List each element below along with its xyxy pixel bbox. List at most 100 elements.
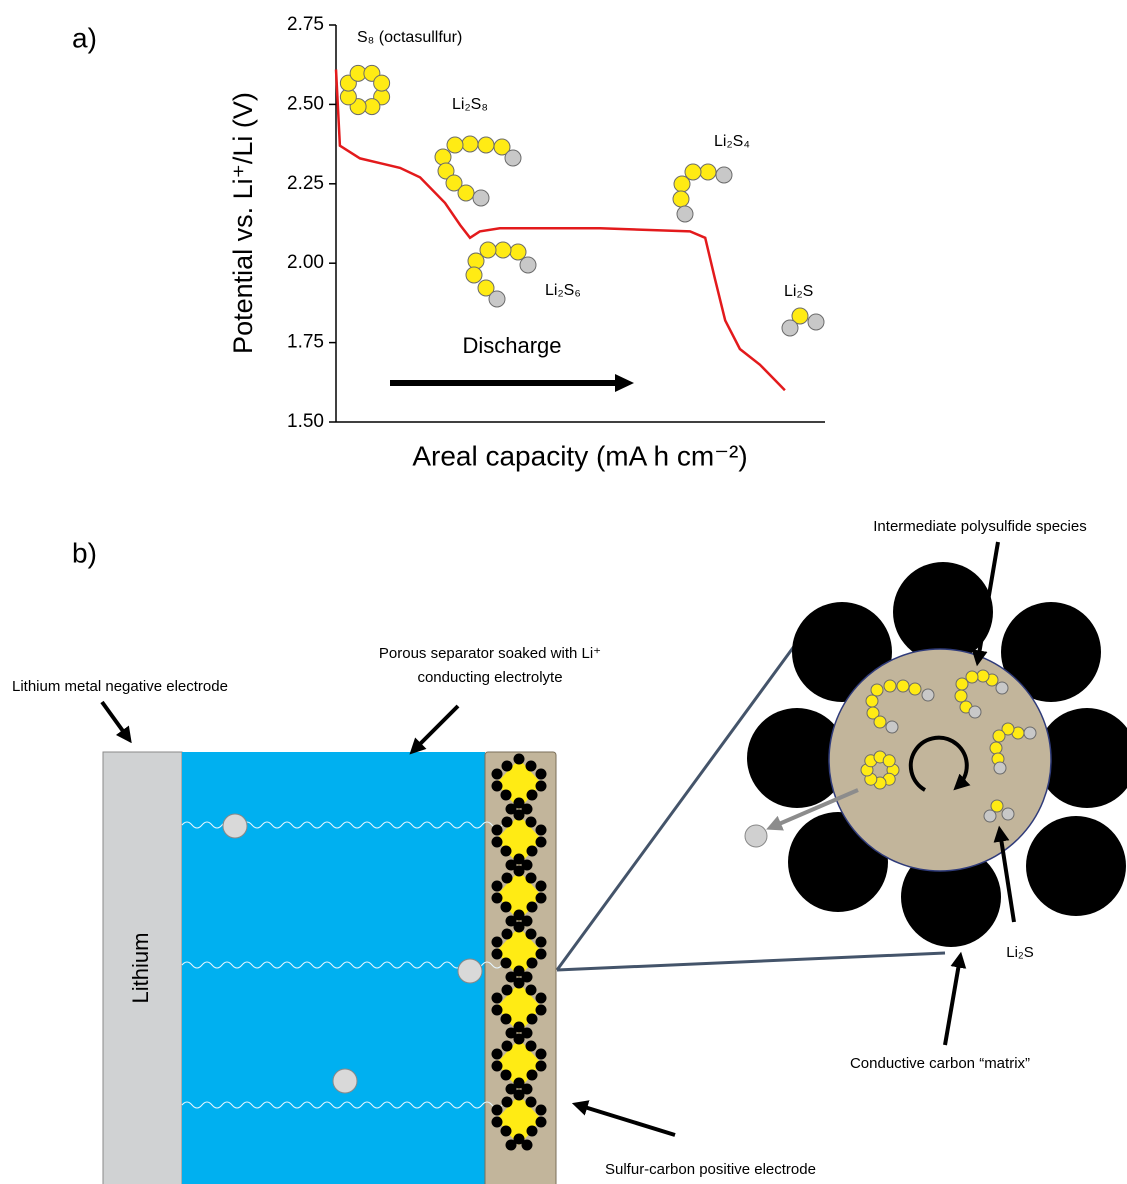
y-tick-label: 2.25 bbox=[287, 173, 324, 194]
carbon-particle bbox=[522, 1140, 533, 1151]
diagram: Lithium Lithium metal negative electrode… bbox=[12, 518, 1127, 1184]
carbon-particle bbox=[527, 846, 538, 857]
sulfur-atom bbox=[874, 716, 886, 728]
carbon-particle bbox=[536, 881, 547, 892]
carbon-particle bbox=[501, 1014, 512, 1025]
carbon-particle bbox=[502, 1041, 513, 1052]
lithium-atom bbox=[1002, 808, 1014, 820]
sulfur-atom bbox=[977, 670, 989, 682]
lithium-atom bbox=[489, 291, 505, 307]
carbon-particle bbox=[501, 790, 512, 801]
carbon-particle bbox=[514, 754, 525, 765]
label: Sulfur-carbon positive electrode bbox=[605, 1161, 816, 1178]
carbon-sphere bbox=[1026, 816, 1126, 916]
label: Li₂S bbox=[1006, 944, 1034, 961]
carbon-particle bbox=[502, 817, 513, 828]
carbon-particle bbox=[492, 893, 503, 904]
sulfur-atom bbox=[884, 680, 896, 692]
carbon-particle bbox=[514, 1090, 525, 1101]
arrow bbox=[414, 706, 458, 750]
y-tick-label: 1.50 bbox=[287, 411, 324, 432]
carbon-particle bbox=[536, 1049, 547, 1060]
lithium-atom bbox=[716, 167, 732, 183]
carbon-particle bbox=[501, 846, 512, 857]
li-ion bbox=[333, 1069, 357, 1093]
molecule-label: Li₂S₈ bbox=[452, 96, 488, 113]
carbon-particle bbox=[502, 929, 513, 940]
figure: a) b) 1.501.752.002.252.502.75Potential … bbox=[0, 0, 1127, 1184]
sulfur-atom bbox=[990, 742, 1002, 754]
carbon-particle bbox=[492, 1049, 503, 1060]
carbon-particle bbox=[536, 1005, 547, 1016]
sulfur-atom bbox=[466, 267, 482, 283]
carbon-particle bbox=[536, 1105, 547, 1116]
panel-label: a) bbox=[72, 22, 97, 53]
carbon-particle bbox=[526, 929, 537, 940]
carbon-particle bbox=[492, 881, 503, 892]
zoom-circle bbox=[829, 649, 1051, 871]
carbon-particle bbox=[526, 1041, 537, 1052]
carbon-particle bbox=[526, 873, 537, 884]
carbon-particle bbox=[514, 866, 525, 877]
lithium-atom bbox=[782, 320, 798, 336]
carbon-particle bbox=[536, 1117, 547, 1128]
carbon-particle bbox=[492, 837, 503, 848]
carbon-particle bbox=[501, 902, 512, 913]
sulfur-atom bbox=[897, 680, 909, 692]
carbon-particle bbox=[492, 1005, 503, 1016]
lithium-atom bbox=[808, 314, 824, 330]
lithium-atom bbox=[922, 689, 934, 701]
arrow-label: Discharge bbox=[462, 333, 561, 358]
li-ion bbox=[458, 959, 482, 983]
carbon-particle bbox=[514, 810, 525, 821]
label: conducting electrolyte bbox=[417, 669, 562, 686]
carbon-particle bbox=[527, 1070, 538, 1081]
lithium-atom bbox=[886, 721, 898, 733]
sulfur-atom bbox=[673, 191, 689, 207]
carbon-particle bbox=[502, 1097, 513, 1108]
lithium-atom bbox=[677, 206, 693, 222]
sulfur-atom bbox=[447, 137, 463, 153]
molecule-label: S₈ (octasullfur) bbox=[357, 29, 462, 46]
chart: 1.501.752.002.252.502.75Potential vs. Li… bbox=[228, 14, 825, 471]
carbon-particle bbox=[506, 1140, 517, 1151]
sulfur-atom bbox=[871, 684, 883, 696]
carbon-particle bbox=[536, 1061, 547, 1072]
sulfur-atom bbox=[495, 242, 511, 258]
label: Conductive carbon “matrix” bbox=[850, 1055, 1030, 1072]
carbon-particle bbox=[536, 837, 547, 848]
x-axis-label: Areal capacity (mA h cm⁻²) bbox=[412, 440, 747, 471]
y-tick-label: 2.50 bbox=[287, 93, 324, 114]
carbon-particle bbox=[526, 985, 537, 996]
sulfur-atom bbox=[955, 690, 967, 702]
molecule-label: Li₂S bbox=[784, 283, 813, 300]
carbon-particle bbox=[527, 790, 538, 801]
carbon-particle bbox=[501, 1126, 512, 1137]
carbon-sphere bbox=[893, 562, 993, 662]
carbon-particle bbox=[536, 993, 547, 1004]
carbon-particle bbox=[526, 761, 537, 772]
y-axis-label: Potential vs. Li⁺/Li (V) bbox=[228, 92, 258, 354]
carbon-particle bbox=[536, 893, 547, 904]
carbon-particle bbox=[492, 949, 503, 960]
carbon-particle bbox=[502, 761, 513, 772]
zoom-view bbox=[745, 562, 1127, 947]
panel-label: b) bbox=[72, 537, 97, 568]
carbon-particle bbox=[527, 902, 538, 913]
carbon-particle bbox=[527, 1126, 538, 1137]
carbon-particle bbox=[492, 769, 503, 780]
carbon-particle bbox=[526, 1097, 537, 1108]
li-ion bbox=[745, 825, 767, 847]
carbon-particle bbox=[536, 781, 547, 792]
y-tick-label: 2.00 bbox=[287, 252, 324, 273]
label: Lithium metal negative electrode bbox=[12, 678, 228, 695]
carbon-particle bbox=[536, 949, 547, 960]
label: Porous separator soaked with Li⁺ bbox=[379, 645, 601, 662]
carbon-particle bbox=[502, 873, 513, 884]
sulfur-atom bbox=[883, 755, 895, 767]
carbon-particle bbox=[536, 769, 547, 780]
carbon-particle bbox=[492, 781, 503, 792]
carbon-particle bbox=[501, 958, 512, 969]
carbon-particle bbox=[502, 985, 513, 996]
zoom-line bbox=[557, 645, 795, 970]
